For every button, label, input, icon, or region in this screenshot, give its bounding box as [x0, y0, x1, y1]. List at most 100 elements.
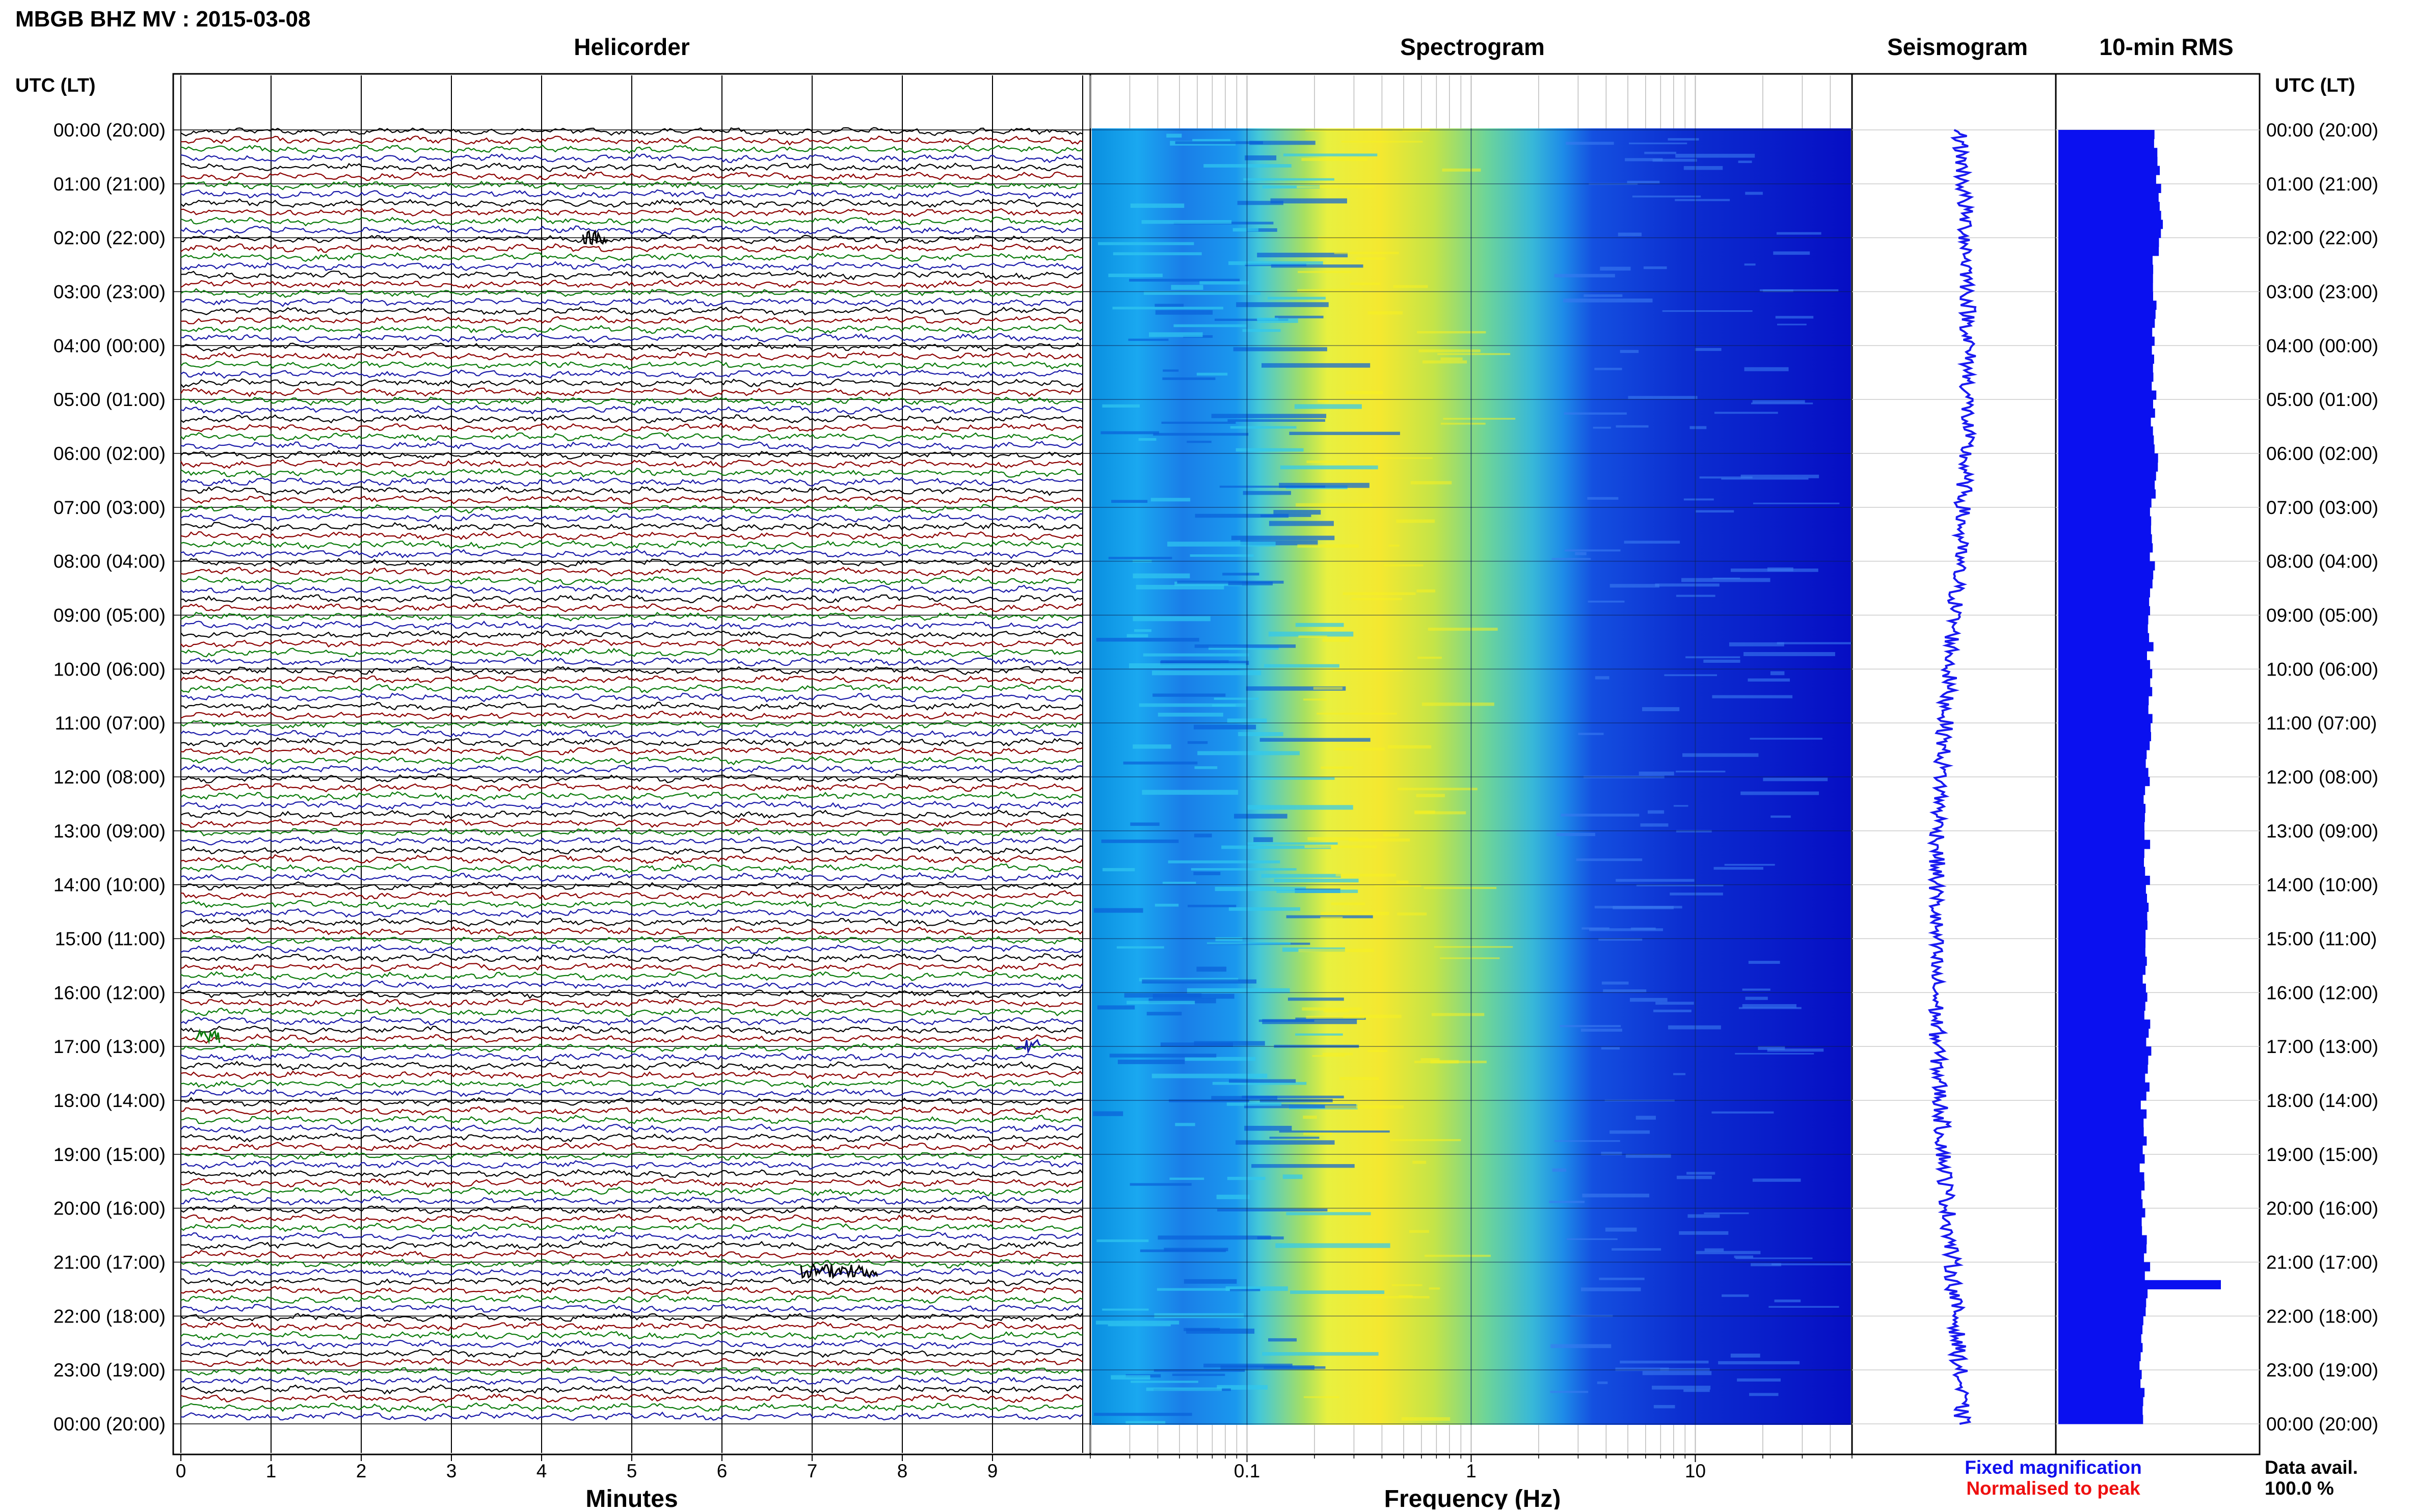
- spectrogram-band: [1420, 1058, 1440, 1061]
- spectrogram-band: [1662, 310, 1753, 312]
- helicorder-trace: [180, 1321, 1083, 1332]
- rms-bar: [2058, 552, 2150, 562]
- spectrogram-band: [1630, 997, 1668, 1002]
- helicorder-trace: [180, 962, 1083, 972]
- rms-bar: [2058, 1415, 2143, 1424]
- spectrogram-band: [1297, 544, 1359, 548]
- spectrogram-band: [1675, 770, 1726, 773]
- spectrogram-band: [1303, 1132, 1332, 1136]
- spectrogram-band: [1773, 251, 1810, 255]
- spectrogram-band: [1730, 1354, 1760, 1358]
- spectrogram-band: [1297, 289, 1363, 293]
- helicorder-trace: [180, 638, 1083, 649]
- spectrogram-band: [1575, 552, 1587, 555]
- helicorder-trace: [180, 512, 1083, 523]
- spectrogram-band: [1564, 412, 1627, 415]
- helicorder-event: [800, 1263, 878, 1279]
- helicorder-trace: [180, 836, 1083, 847]
- spectrogram-band: [1594, 367, 1622, 370]
- rms-bar: [2058, 1046, 2152, 1056]
- helicorder-trace: [180, 1070, 1083, 1080]
- spectrogram-band: [1136, 585, 1224, 589]
- spectrogram-band: [1410, 481, 1452, 484]
- spectrogram-band: [1322, 638, 1350, 642]
- helicorder-trace: [180, 1123, 1083, 1134]
- spectrogram-band: [1283, 153, 1378, 156]
- rms-bar: [2058, 840, 2151, 849]
- spectrogram-band: [1275, 1243, 1390, 1248]
- rms-bar: [2058, 588, 2150, 598]
- spectrogram-band: [1770, 815, 1791, 818]
- spectrogram-band: [1229, 1289, 1260, 1291]
- rms-bar: [2058, 264, 2154, 274]
- spectrogram-band: [1774, 1299, 1801, 1303]
- spectrogram-band: [1609, 584, 1659, 588]
- spectrogram-band: [1393, 285, 1428, 288]
- rms-bar: [2058, 1361, 2140, 1370]
- time-label-left: 15:00 (11:00): [55, 929, 166, 950]
- spectrogram-band: [1374, 457, 1433, 459]
- spectrogram-band: [1348, 838, 1410, 842]
- spectrogram-band: [1221, 845, 1331, 849]
- spectrogram-band: [1169, 1177, 1204, 1180]
- time-label-right: 00:00 (20:00): [2266, 1414, 2378, 1435]
- time-label-right: 07:00 (03:00): [2266, 497, 2378, 518]
- helicorder-trace: [180, 558, 1083, 568]
- rms-bar: [2058, 894, 2147, 903]
- time-label-right: 12:00 (08:00): [2266, 767, 2378, 788]
- helicorder-trace: [180, 692, 1083, 703]
- helicorder-trace: [180, 1366, 1083, 1376]
- spectrogram-band: [1232, 228, 1258, 232]
- time-label-left: 18:00 (14:00): [53, 1090, 166, 1111]
- rms-bar: [2058, 849, 2144, 858]
- rms-bar: [2058, 247, 2159, 256]
- spectrogram-band: [1186, 1329, 1255, 1334]
- spectrogram-band: [1640, 823, 1669, 827]
- spectrogram-band: [1096, 638, 1199, 642]
- spectrogram-band: [1668, 138, 1699, 141]
- helicorder-trace: [180, 522, 1083, 532]
- spectrogram-band: [1274, 878, 1359, 883]
- spectrogram-band: [1187, 741, 1208, 744]
- spectrogram-band: [1550, 1344, 1612, 1348]
- spectrogram-band: [1262, 1352, 1379, 1356]
- rms-bar: [2058, 255, 2153, 265]
- helicorder-trace: [180, 270, 1083, 281]
- spectrogram-band: [1154, 1313, 1244, 1318]
- spectrogram-band: [1401, 1417, 1451, 1421]
- spectrogram-band: [1185, 1057, 1256, 1061]
- rms-bar: [2058, 183, 2161, 193]
- spectrogram-band: [1215, 937, 1243, 941]
- spectrogram-band: [1262, 185, 1320, 188]
- helicorder-trace: [180, 1007, 1083, 1017]
- spectrogram-band: [1655, 583, 1720, 587]
- rms-bar: [2058, 660, 2151, 669]
- time-label-left: 07:00 (03:00): [53, 497, 166, 518]
- spectrogram-band: [1133, 744, 1171, 749]
- helicorder-trace: [180, 1151, 1083, 1161]
- spectrogram-band: [1111, 1375, 1150, 1380]
- spectrogram-band: [1139, 703, 1246, 707]
- spectrogram-band: [1409, 1230, 1429, 1233]
- spectrogram-band: [1143, 653, 1249, 657]
- time-label-left: 00:00 (20:00): [53, 1414, 166, 1435]
- helicorder-trace: [180, 611, 1083, 622]
- spectrogram-band: [1217, 1385, 1268, 1390]
- spectrogram-band: [1196, 966, 1227, 972]
- spectrogram-band: [1673, 805, 1688, 807]
- helicorder-trace: [180, 225, 1083, 235]
- spectrogram-band: [1228, 261, 1323, 265]
- spectrogram-band: [1356, 257, 1386, 260]
- spectrogram-band: [1289, 431, 1400, 435]
- spectrogram-band: [1162, 881, 1196, 884]
- time-label-right: 11:00 (07:00): [2266, 713, 2377, 734]
- spectrogram-band: [1187, 904, 1237, 907]
- spectrogram-band: [1247, 228, 1277, 232]
- helicorder-tick-label: 8: [897, 1461, 908, 1481]
- spectrogram-band: [1729, 642, 1784, 646]
- spectrogram-band: [1652, 158, 1697, 162]
- time-label-left: 21:00 (17:00): [53, 1252, 166, 1273]
- helicorder-trace: [180, 1348, 1083, 1359]
- helicorder-title: Helicorder: [574, 34, 690, 60]
- spectrogram-band: [1161, 421, 1236, 424]
